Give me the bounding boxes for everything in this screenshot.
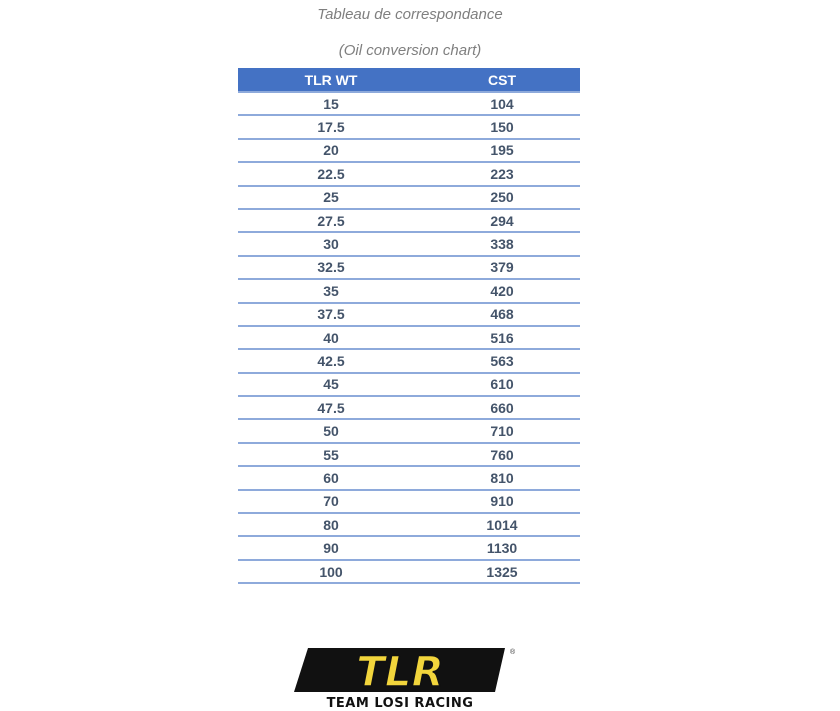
cell-tlr-wt: 47.5 bbox=[238, 396, 424, 421]
table-row: 70 910 bbox=[238, 489, 580, 515]
table-row: 50 710 bbox=[238, 419, 580, 444]
cell-tlr-wt: 27.5 bbox=[238, 208, 424, 234]
registered-mark: ® bbox=[510, 648, 516, 656]
table-row: 27.5 294 bbox=[238, 208, 580, 234]
cell-tlr-wt: 90 bbox=[238, 536, 424, 561]
table-row: 47.5 660 bbox=[238, 396, 580, 421]
table-row: 90 1130 bbox=[238, 536, 580, 561]
cell-cst: 1325 bbox=[424, 559, 580, 585]
table-row: 80 1014 bbox=[238, 513, 580, 538]
table-row: 20 195 bbox=[238, 138, 580, 164]
cell-cst: 104 bbox=[424, 92, 580, 117]
table-header-row: TLR WT CST bbox=[238, 68, 580, 93]
oil-conversion-table: TLR WT CST 15 104 17.5 150 20 195 22.5 223 25 250… bbox=[238, 68, 580, 585]
table-row: 37.5 468 bbox=[238, 302, 580, 327]
table-row: 35 420 bbox=[238, 279, 580, 304]
table-row: 32.5 379 bbox=[238, 255, 580, 281]
cell-cst: 468 bbox=[424, 302, 580, 327]
cell-tlr-wt: 25 bbox=[238, 185, 424, 210]
logo-mark: TLR bbox=[356, 647, 444, 696]
table-row: 22.5 223 bbox=[238, 162, 580, 187]
cell-cst: 223 bbox=[424, 162, 580, 187]
table-row: 100 1325 bbox=[238, 559, 580, 585]
cell-tlr-wt: 37.5 bbox=[238, 302, 424, 327]
cell-cst: 810 bbox=[424, 466, 580, 491]
table-row: 55 760 bbox=[238, 442, 580, 468]
page-subtitle: (Oil conversion chart) bbox=[338, 42, 482, 59]
cell-tlr-wt: 35 bbox=[238, 279, 424, 304]
cell-tlr-wt: 15 bbox=[238, 92, 424, 117]
cell-tlr-wt: 100 bbox=[238, 559, 424, 585]
cell-tlr-wt: 80 bbox=[238, 513, 424, 538]
page-title: Tableau de correspondance bbox=[317, 6, 503, 23]
cell-cst: 710 bbox=[424, 419, 580, 444]
table-row: 15 104 bbox=[238, 92, 580, 117]
column-header-cst: CST bbox=[424, 68, 580, 93]
table-row: 40 516 bbox=[238, 325, 580, 351]
cell-cst: 660 bbox=[424, 396, 580, 421]
cell-tlr-wt: 60 bbox=[238, 466, 424, 491]
cell-cst: 910 bbox=[424, 489, 580, 515]
cell-cst: 294 bbox=[424, 208, 580, 234]
cell-cst: 250 bbox=[424, 185, 580, 210]
cell-cst: 760 bbox=[424, 442, 580, 468]
cell-cst: 379 bbox=[424, 255, 580, 281]
table-row: 42.5 563 bbox=[238, 349, 580, 374]
cell-tlr-wt: 55 bbox=[238, 442, 424, 468]
cell-cst: 1130 bbox=[424, 536, 580, 561]
cell-cst: 610 bbox=[424, 372, 580, 398]
table-row: 45 610 bbox=[238, 372, 580, 398]
cell-tlr-wt: 30 bbox=[238, 232, 424, 257]
cell-cst: 150 bbox=[424, 115, 580, 140]
tlr-logo: TLR ® TEAM LOSI RACING bbox=[294, 646, 516, 711]
cell-tlr-wt: 22.5 bbox=[238, 162, 424, 187]
table-row: 60 810 bbox=[238, 466, 580, 491]
cell-tlr-wt: 50 bbox=[238, 419, 424, 444]
logo-tagline: TEAM LOSI RACING bbox=[327, 696, 474, 711]
cell-tlr-wt: 17.5 bbox=[238, 115, 424, 140]
cell-cst: 516 bbox=[424, 325, 580, 351]
cell-tlr-wt: 70 bbox=[238, 489, 424, 515]
table-row: 25 250 bbox=[238, 185, 580, 210]
cell-cst: 338 bbox=[424, 232, 580, 257]
cell-cst: 195 bbox=[424, 138, 580, 164]
column-header-tlr-wt: TLR WT bbox=[238, 68, 424, 93]
cell-cst: 1014 bbox=[424, 513, 580, 538]
cell-cst: 563 bbox=[424, 349, 580, 374]
cell-cst: 420 bbox=[424, 279, 580, 304]
cell-tlr-wt: 42.5 bbox=[238, 349, 424, 374]
cell-tlr-wt: 45 bbox=[238, 372, 424, 398]
table-row: 30 338 bbox=[238, 232, 580, 257]
table-row: 17.5 150 bbox=[238, 115, 580, 140]
cell-tlr-wt: 40 bbox=[238, 325, 424, 351]
cell-tlr-wt: 32.5 bbox=[238, 255, 424, 281]
cell-tlr-wt: 20 bbox=[238, 138, 424, 164]
